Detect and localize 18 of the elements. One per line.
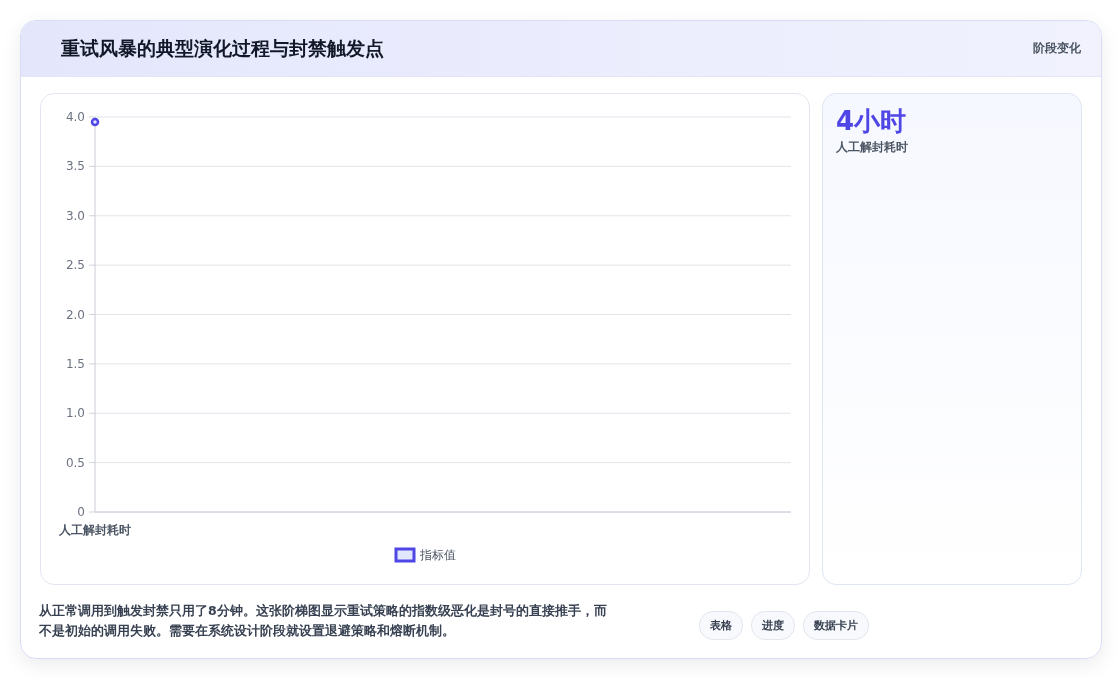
legend-label: 指标值 bbox=[419, 548, 456, 562]
text: 进度 bbox=[751, 611, 795, 640]
y-tick-label: 1.0 bbox=[65, 406, 85, 421]
y-tick-label: 0 bbox=[77, 505, 85, 519]
text: 4小时 bbox=[836, 105, 907, 138]
y-tick-label: 3.5 bbox=[65, 159, 85, 174]
y-tick-label: 0.5 bbox=[65, 455, 85, 470]
text: 重试风暴的典型演化过程与封禁触发点 bbox=[61, 36, 384, 61]
y-tick-label: 2.5 bbox=[65, 258, 85, 273]
text: 从正常调用到触发封禁只用了8分钟。这张阶梯图显示重试策略的指数级恶化是封号的直接推手，而不是初始的调用失败。需要在系统设计阶段就设置退避策略和熔断机制。 bbox=[39, 602, 608, 640]
text: 表格 bbox=[699, 611, 743, 640]
y-tick-label: 1.5 bbox=[65, 356, 85, 371]
text: 数据卡片 bbox=[803, 611, 869, 640]
y-tick-label: 4.0 bbox=[65, 110, 85, 124]
text: 人工解封耗时 bbox=[836, 139, 908, 156]
y-tick-label: 3.0 bbox=[65, 208, 85, 223]
y-tick-label: 2.0 bbox=[65, 307, 85, 322]
text: 阶段变化 bbox=[1033, 40, 1081, 57]
